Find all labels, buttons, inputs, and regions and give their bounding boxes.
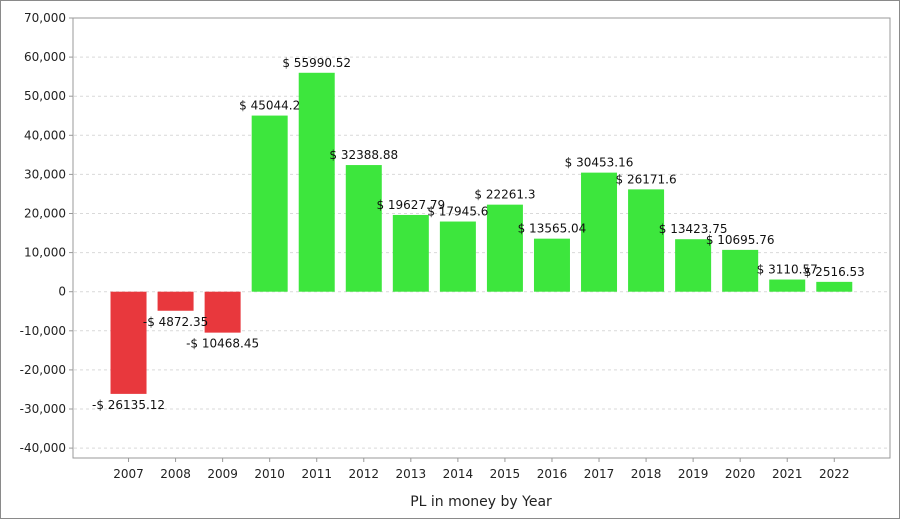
x-tick-label: 2020 xyxy=(725,467,756,481)
x-tick-label: 2010 xyxy=(254,467,285,481)
data-labels: -$ 26135.12 -$ 4872.35 -$ 10468.45 $ 45044.… xyxy=(92,56,865,412)
x-tick-label: 2022 xyxy=(819,467,850,481)
y-tick-label: -10,000 xyxy=(20,324,66,338)
bar-2010 xyxy=(251,115,288,292)
x-tick-label: 2014 xyxy=(443,467,474,481)
y-tick-label: 10,000 xyxy=(24,246,66,260)
bar-2020 xyxy=(722,249,759,292)
data-label: $ 10695.76 xyxy=(706,233,775,247)
data-label: -$ 26135.12 xyxy=(92,398,165,412)
data-label: $ 2516.53 xyxy=(804,265,865,279)
data-label: $ 13423.75 xyxy=(659,222,728,236)
x-tick-label: 2021 xyxy=(772,467,803,481)
y-tick-label: 60,000 xyxy=(24,50,66,64)
y-tick-label: -20,000 xyxy=(20,363,66,377)
x-tick-label: 2017 xyxy=(584,467,615,481)
x-tick-label: 2009 xyxy=(207,467,238,481)
data-label: $ 22261.3 xyxy=(474,188,535,202)
x-tick-label: 2019 xyxy=(678,467,709,481)
bar-2007 xyxy=(110,291,147,394)
x-tick-label: 2007 xyxy=(113,467,144,481)
y-tick-label: -40,000 xyxy=(20,441,66,455)
data-label: $ 32388.88 xyxy=(329,148,398,162)
data-label: -$ 4872.35 xyxy=(143,315,208,329)
bar-2016 xyxy=(533,238,570,292)
data-label: $ 55990.52 xyxy=(282,56,351,70)
data-label: -$ 10468.45 xyxy=(186,337,259,351)
data-label: $ 3110.57 xyxy=(757,263,818,277)
data-label: $ 13565.04 xyxy=(518,222,587,236)
bar-2013 xyxy=(392,214,429,292)
bar-2017 xyxy=(581,172,618,292)
bar-2014 xyxy=(439,221,476,292)
y-tick-label: -30,000 xyxy=(20,402,66,416)
data-label: $ 17945.6 xyxy=(427,205,488,219)
x-tick-label: 2016 xyxy=(537,467,568,481)
y-tick-label: 40,000 xyxy=(24,128,66,142)
plot-area xyxy=(72,17,891,459)
x-tick-label: 2013 xyxy=(396,467,427,481)
x-tick-label: 2011 xyxy=(301,467,332,481)
bars xyxy=(110,72,853,394)
data-label: $ 19627.79 xyxy=(376,198,445,212)
data-label: $ 45044.2 xyxy=(239,99,300,113)
data-label: $ 30453.16 xyxy=(565,156,634,170)
x-tick-label: 2015 xyxy=(490,467,521,481)
bar-2018 xyxy=(628,189,665,292)
bar-2022 xyxy=(816,281,853,292)
bar-2008 xyxy=(157,291,194,311)
y-tick-label: 0 xyxy=(58,285,66,299)
bar-2015 xyxy=(486,204,523,292)
bar-2019 xyxy=(675,239,712,292)
bar-2009 xyxy=(204,291,241,333)
bar-2021 xyxy=(769,279,806,292)
x-tick-label: 2008 xyxy=(160,467,191,481)
x-axis-ticks: 2007 2008 2009 2010 2011 2012 2013 2014 2015 2016… xyxy=(113,458,850,481)
x-axis-title: PL in money by Year xyxy=(410,494,552,510)
y-tick-label: 20,000 xyxy=(24,207,66,221)
data-label: $ 26171.6 xyxy=(616,172,677,186)
y-tick-label: 70,000 xyxy=(24,11,66,25)
y-tick-label: 50,000 xyxy=(24,89,66,103)
y-axis-ticks: 70,000 60,000 50,000 40,000 30,000 20,000 10,0… xyxy=(20,11,73,455)
x-tick-label: 2012 xyxy=(349,467,380,481)
bar-2012 xyxy=(345,165,382,292)
x-tick-label: 2018 xyxy=(631,467,662,481)
y-tick-label: 30,000 xyxy=(24,167,66,181)
bar-2011 xyxy=(298,72,335,292)
